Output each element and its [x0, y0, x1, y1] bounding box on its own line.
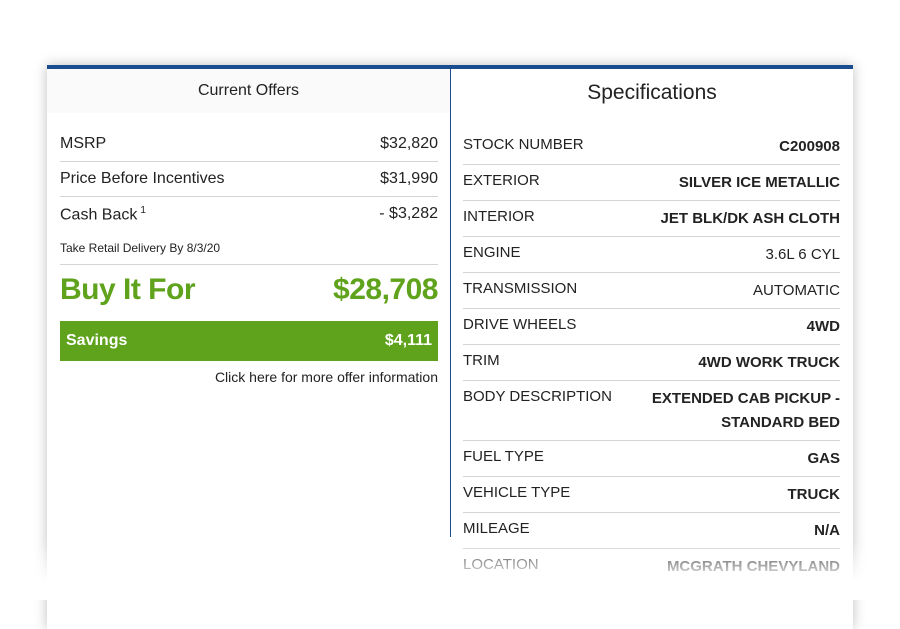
spec-row-transmission: TRANSMISSION AUTOMATIC: [463, 273, 840, 309]
msrp-value: $32,820: [380, 135, 438, 152]
spec-row-trim: TRIM 4WD WORK TRUCK: [463, 345, 840, 381]
spec-value: 4WD: [806, 318, 840, 335]
price-before-incentives-label: Price Before Incentives: [60, 170, 225, 187]
spec-value: 3.6L 6 CYL: [765, 246, 841, 263]
current-offers-heading: Current Offers: [47, 69, 450, 113]
spec-value: EXTENDED CAB PICKUP - STANDARD BED: [651, 390, 840, 431]
savings-value: $4,111: [384, 332, 432, 349]
buy-it-for-price: $28,708: [333, 273, 438, 306]
spec-label: FUEL TYPE: [463, 448, 544, 465]
spec-row-exterior: EXTERIOR SILVER ICE METALLIC: [463, 165, 840, 201]
spec-label: ENGINE: [463, 244, 521, 261]
spec-row-fuel-type: FUEL TYPE GAS: [463, 441, 840, 477]
savings-label: Savings: [66, 332, 128, 349]
spec-value: MCGRATH CHEVYLAND: [666, 558, 840, 575]
vehicle-pricing-card: Current Offers MSRP $32,820 Price Before…: [47, 65, 853, 629]
cash-back-label: Cash Back: [60, 206, 138, 224]
spec-value: N/A: [814, 522, 840, 539]
buy-it-for-row: Buy It For $28,708: [60, 273, 438, 307]
spec-row-drive-wheels: DRIVE WHEELS 4WD: [463, 309, 840, 345]
panel-divider: [450, 69, 451, 537]
spec-row-location: LOCATION MCGRATH CHEVYLAND: [463, 549, 840, 585]
spec-value: JET BLK/DK ASH CLOTH: [660, 210, 840, 227]
price-before-incentives-row: Price Before Incentives $31,990: [60, 170, 438, 197]
spec-row-vehicle-type: VEHICLE TYPE TRUCK: [463, 477, 840, 513]
spec-label: VEHICLE TYPE: [463, 484, 571, 501]
spec-label: EXTERIOR: [463, 172, 540, 189]
current-offers-panel: Current Offers MSRP $32,820 Price Before…: [47, 69, 450, 549]
specifications-list: STOCK NUMBER C200908 EXTERIOR SILVER ICE…: [463, 129, 840, 585]
spec-label: INTERIOR: [463, 208, 535, 225]
spec-label: TRANSMISSION: [463, 280, 578, 297]
spec-value: 4WD WORK TRUCK: [698, 354, 840, 371]
cash-back-row: Cash Back 1 - $3,282: [60, 205, 438, 224]
price-before-incentives-value: $31,990: [380, 170, 438, 187]
spec-row-interior: INTERIOR JET BLK/DK ASH CLOTH: [463, 201, 840, 237]
spec-row-stock-number: STOCK NUMBER C200908: [463, 129, 840, 165]
spec-label: DRIVE WHEELS: [463, 316, 577, 333]
msrp-label: MSRP: [60, 135, 107, 152]
spec-value: SILVER ICE METALLIC: [678, 174, 840, 191]
specifications-heading: Specifications: [587, 81, 717, 104]
savings-bar: Savings $4,111: [60, 321, 438, 361]
cash-back-value: - $3,282: [379, 205, 438, 222]
spec-value: TRUCK: [787, 486, 841, 503]
spec-row-body-description: BODY DESCRIPTION EXTENDED CAB PICKUP - S…: [463, 381, 840, 441]
specifications-panel: Specifications STOCK NUMBER C200908 EXTE…: [451, 69, 853, 585]
cash-back-footnote[interactable]: 1: [140, 205, 146, 216]
spec-value: AUTOMATIC: [753, 282, 840, 299]
spec-label: STOCK NUMBER: [463, 136, 584, 153]
spec-value: C200908: [779, 138, 840, 155]
spec-label: MILEAGE: [463, 520, 530, 537]
buy-it-for-label: Buy It For: [60, 273, 196, 306]
spec-value: GAS: [807, 450, 840, 467]
msrp-row: MSRP $32,820: [60, 135, 438, 162]
spec-label: TRIM: [463, 352, 500, 369]
spec-label: LOCATION: [463, 556, 539, 573]
spec-row-engine: ENGINE 3.6L 6 CYL: [463, 237, 840, 273]
cash-back-label-wrap: Cash Back 1: [60, 205, 146, 224]
delivery-note: Take Retail Delivery By 8/3/20: [60, 241, 438, 265]
spec-label: BODY DESCRIPTION: [463, 388, 612, 405]
spec-row-mileage: MILEAGE N/A: [463, 513, 840, 549]
more-offer-info-link[interactable]: Click here for more offer information: [214, 369, 438, 385]
